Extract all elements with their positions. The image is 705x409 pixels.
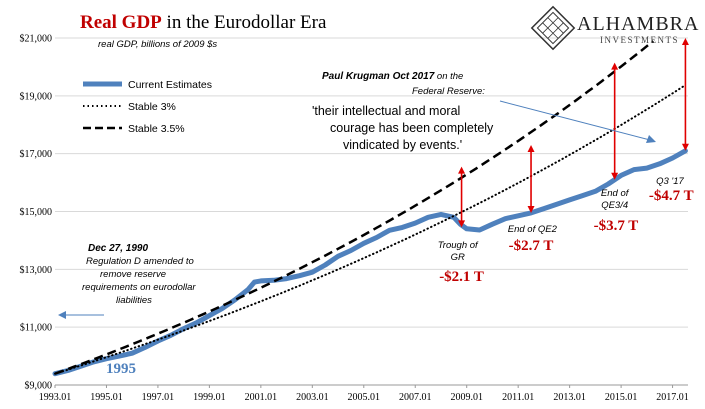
krugman-pointer-line (499, 100, 651, 141)
gap-arrow-head (681, 38, 689, 45)
chart-subtitle: real GDP, billions of 2009 $s (98, 39, 217, 50)
gap-caption: Trough of (438, 240, 479, 251)
dec-line-2: remove reserve (100, 269, 166, 280)
gap-arrow-head (611, 62, 619, 70)
gap-arrow-head (681, 143, 689, 151)
year-1995-label: 1995 (106, 361, 136, 377)
regulation-d-annotation: Dec 27, 1990 Regulation D amended to rem… (58, 243, 196, 319)
gap-caption: End of QE2 (508, 224, 558, 235)
gap-caption: GR (451, 252, 465, 263)
y-tick-label: $19,000 (20, 91, 53, 102)
y-tick-label: $13,000 (20, 265, 53, 276)
dec-pointer-head (58, 311, 66, 319)
krugman-annotation: Paul Krugman Oct 2017 on the Federal Res… (312, 71, 656, 152)
series-lines (52, 40, 688, 377)
legend: Current Estimates Stable 3% Stable 3.5% (83, 79, 212, 135)
krugman-heading: Paul Krugman Oct 2017 on the (322, 71, 463, 82)
quote-line-3: vindicated by events.' (343, 138, 462, 152)
dec-title: Dec 27, 1990 (88, 243, 148, 254)
gap-arrow-head (611, 172, 619, 180)
gap-arrow-head (458, 166, 466, 174)
gap-arrow-head (458, 220, 466, 228)
brand-name: ALHAMBRA (577, 13, 699, 35)
legend-label-35pct: Stable 3.5% (128, 123, 185, 135)
gap-arrow-head (527, 144, 535, 152)
krugman-name: Paul Krugman Oct 2017 (322, 71, 435, 82)
diamond-icon (530, 5, 576, 51)
gap-caption: Q3 '17 (656, 176, 684, 187)
krugman-federal-reserve: Federal Reserve: (412, 86, 485, 97)
x-tick-label: 1995.01 (90, 392, 123, 403)
legend-label-current: Current Estimates (128, 79, 212, 91)
alhambra-logo: ALHAMBRA INVESTMENTS (530, 5, 699, 51)
gap-value-label: -$4.7 T (649, 188, 694, 204)
x-tick-label: 1999.01 (193, 392, 226, 403)
dec-line-3: requirements on eurodollar (82, 282, 196, 293)
gap-arrow-head (527, 205, 535, 213)
x-axis-ticks: 1993.01 1995.01 1997.01 1999.01 2001.01 2003.… (39, 385, 689, 403)
y-tick-label: $11,000 (20, 323, 52, 334)
y-tick-label: $15,000 (20, 207, 53, 218)
x-tick-label: 1993.01 (39, 392, 72, 403)
series-stable-3-5- (54, 40, 655, 375)
gap-caption: End of (601, 188, 630, 199)
y-axis-ticks: $9,000 $11,000 $13,000 $15,000 $17,000 $19,00… (20, 34, 53, 392)
x-tick-label: 2017.01 (656, 392, 689, 403)
x-tick-label: 2007.01 (399, 392, 432, 403)
x-tick-label: 2009.01 (450, 392, 483, 403)
legend-label-3pct: Stable 3% (128, 101, 176, 113)
x-tick-label: 2011.01 (502, 392, 534, 403)
x-tick-label: 2001.01 (245, 392, 278, 403)
grid-lines (55, 37, 688, 386)
dec-line-1: Regulation D amended to (86, 256, 194, 267)
x-tick-label: 2003.01 (296, 392, 329, 403)
gap-value-label: -$2.7 T (509, 238, 554, 254)
quote-line-2: courage has been completely (330, 121, 494, 135)
gap-value-label: -$3.7 T (594, 218, 639, 234)
krugman-pointer-head (646, 135, 656, 143)
quote-line-1: 'their intellectual and moral (312, 104, 460, 118)
series-stable-3- (54, 84, 687, 375)
series-current-estimates (52, 148, 688, 377)
dec-line-4: liabilities (116, 295, 152, 306)
x-tick-label: 1997.01 (142, 392, 175, 403)
x-tick-label: 2005.01 (348, 392, 381, 403)
y-tick-label: $9,000 (25, 381, 53, 392)
gap-caption: QE3/4 (601, 200, 628, 211)
brand-sub: INVESTMENTS (600, 35, 679, 45)
x-tick-label: 2013.01 (553, 392, 586, 403)
title-rest-part: in the Eurodollar Era (162, 12, 327, 33)
y-tick-label: $21,000 (20, 34, 53, 45)
krugman-on-the: on the (434, 71, 463, 82)
title-red-part: Real GDP (80, 12, 162, 33)
y-tick-label: $17,000 (20, 149, 53, 160)
x-tick-label: 2015.01 (605, 392, 638, 403)
chart-title: Real GDP in the Eurodollar Era (80, 12, 327, 33)
gap-value-label: -$2.1 T (439, 269, 484, 285)
